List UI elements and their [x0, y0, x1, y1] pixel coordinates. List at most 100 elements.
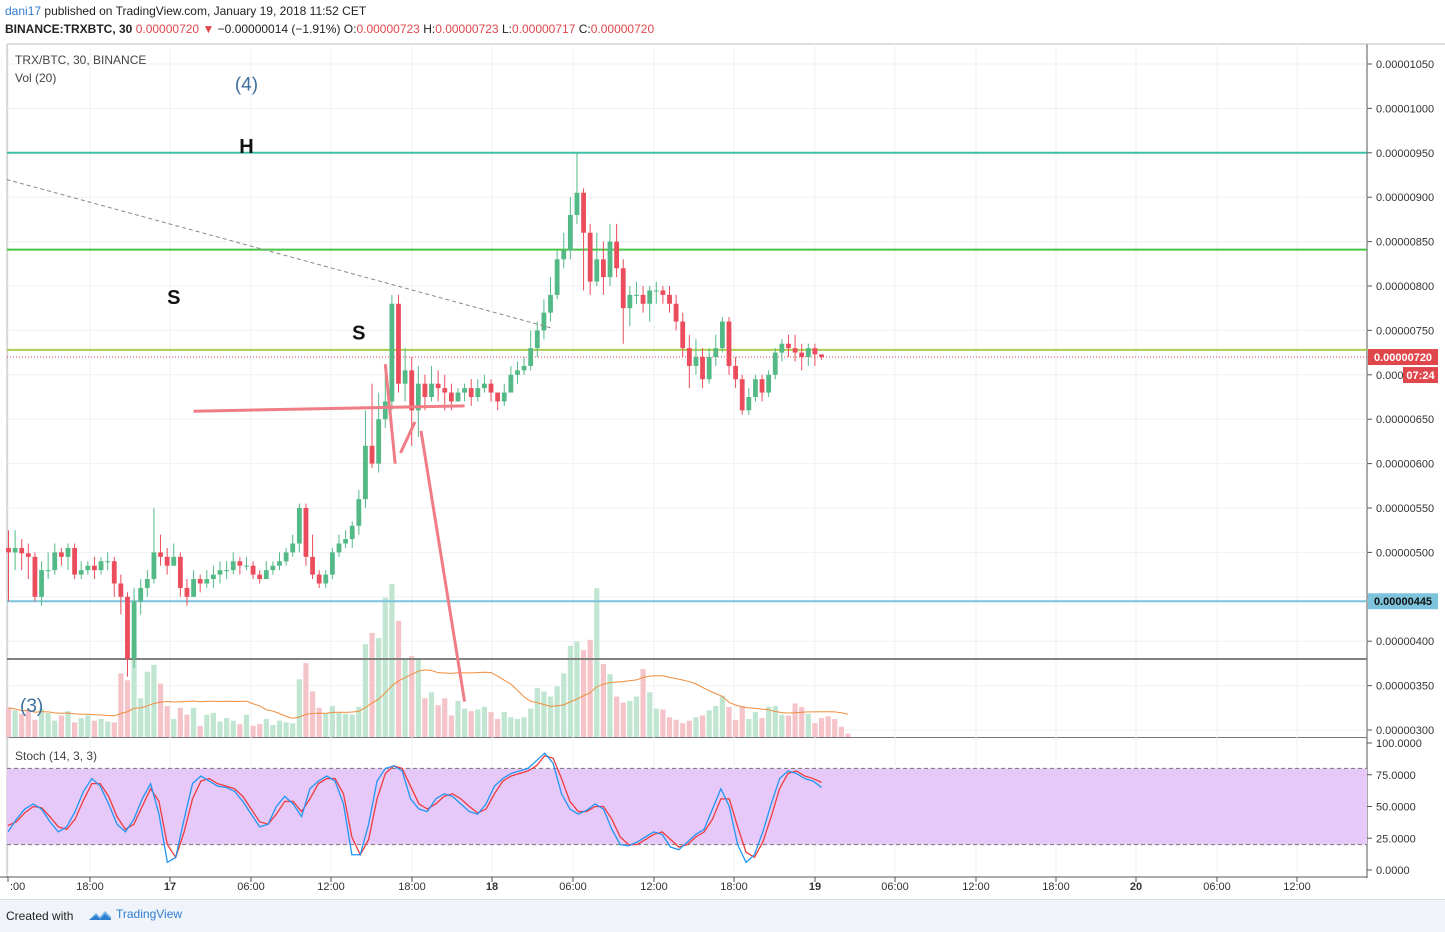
volume-bar	[415, 658, 421, 737]
stoch-tick-label: 100.0000	[1376, 738, 1422, 750]
candle-body	[184, 587, 190, 597]
volume-bar	[759, 718, 765, 737]
stoch-pane	[7, 752, 1367, 864]
candle-body	[131, 601, 137, 659]
candle-body	[667, 294, 672, 304]
volume-bar	[461, 708, 468, 737]
symbol-label: BINANCE:TRXBTC, 30	[5, 22, 133, 36]
time-axis[interactable]: :00 18:00 17 06:00 12:00 18:00 18 06:00 12:00 18:…	[7, 877, 1311, 893]
candle-body	[627, 294, 633, 309]
volume-bar	[475, 709, 481, 737]
volume-bar	[138, 698, 144, 737]
volume-bar	[184, 714, 190, 737]
candle-body	[402, 370, 408, 384]
volume-bar	[283, 722, 289, 737]
candle-body	[634, 294, 639, 296]
time-tick-label: 06:00	[559, 881, 587, 893]
price-tick-label: 0.00000800	[1376, 281, 1434, 293]
volume-bar	[739, 706, 745, 737]
price-tick-label: 0.00001000	[1376, 103, 1434, 115]
volume-bar	[243, 714, 250, 737]
candle-body	[581, 192, 586, 233]
volume-bar	[422, 698, 428, 737]
volume-bar	[832, 718, 838, 737]
candle-body	[759, 379, 765, 393]
volume-bar	[362, 644, 369, 737]
volume-bar	[257, 724, 263, 737]
candle-body	[92, 565, 97, 571]
trend-line-dashed	[6, 178, 551, 329]
volume-bar	[666, 717, 673, 737]
volume-bar	[118, 673, 124, 737]
author-link[interactable]: dani17	[5, 4, 42, 18]
volume-bar	[402, 658, 408, 737]
candle-body	[515, 370, 520, 375]
trading-chart[interactable]: (4) H S S (3) 0.00001050 0.00001000 0.00000950…	[0, 0, 1445, 899]
volume-bar	[746, 718, 752, 737]
candle-body	[105, 561, 111, 563]
candle-body	[686, 348, 692, 366]
volume-bar	[217, 721, 223, 737]
candle-body	[693, 357, 699, 366]
volume-bar	[660, 709, 666, 737]
candle-body	[554, 259, 560, 295]
candle-body	[197, 579, 203, 584]
candle-body	[98, 561, 104, 571]
chart-frame	[0, 43, 1445, 878]
volume-bar	[98, 718, 104, 737]
volume-bar	[290, 723, 296, 737]
tradingview-link[interactable]: TradingView	[88, 907, 182, 922]
price-tick-label: 0.00000400	[1376, 636, 1434, 648]
wave-label: (3)	[20, 696, 43, 717]
volume-bar	[151, 664, 157, 737]
candle-body	[329, 552, 335, 575]
time-tick-label: 19	[809, 881, 821, 893]
projection-line	[383, 363, 397, 464]
time-tick-label: 06:00	[881, 881, 909, 893]
candle-body	[19, 547, 25, 554]
volume-bar	[825, 716, 831, 737]
time-tick-label: 18:00	[1042, 881, 1070, 893]
candle-body	[237, 561, 243, 566]
time-tick-label: 06:00	[237, 881, 265, 893]
candle-body	[303, 508, 309, 557]
price-tick-label: 0.00001050	[1376, 59, 1434, 71]
annotations: (4) H S S (3)	[20, 75, 365, 718]
price-axis[interactable]: 0.00001050 0.00001000 0.00000950 0.00000900…	[1367, 59, 1438, 877]
candle-body	[323, 574, 329, 584]
volume-bar	[686, 720, 692, 737]
time-tick-label: 12:00	[640, 881, 668, 893]
volume-bar	[567, 645, 573, 737]
publish-info: dani17 published on TradingView.com, Jan…	[5, 4, 366, 18]
volume-bar	[190, 707, 197, 737]
ohlc-header: BINANCE:TRXBTC, 30 0.00000720 ▼ −0.00000…	[5, 22, 654, 36]
stoch-legend: Stoch (14, 3, 3)	[15, 749, 97, 763]
volume-bar	[343, 713, 349, 737]
candle-body	[39, 570, 44, 597]
price-tick-label: 0.00000300	[1376, 725, 1434, 737]
candle-body	[158, 552, 163, 557]
volume-bar	[653, 708, 659, 737]
volume-bar	[329, 706, 335, 737]
candle-body	[805, 348, 811, 358]
low-value: 0.00000717	[511, 22, 576, 36]
horizontal-levels	[7, 151, 1367, 660]
candle-body	[171, 556, 177, 566]
volume-bar	[78, 718, 84, 737]
stoch-k-line	[7, 752, 822, 864]
candle-body	[257, 574, 263, 580]
volume-bar	[838, 726, 844, 737]
volume-bar	[276, 720, 283, 737]
time-tick-label: 12:00	[962, 881, 990, 893]
wave-label: (4)	[235, 75, 258, 96]
stoch-tick-label: 0.0000	[1376, 865, 1410, 877]
volume-bar	[72, 722, 78, 737]
stoch-d-line	[7, 754, 822, 859]
time-tick-label: 12:00	[1283, 881, 1311, 893]
volume-legend: Vol (20)	[15, 71, 56, 85]
stoch-tick-label: 75.0000	[1376, 770, 1416, 782]
candle-body	[534, 330, 540, 349]
volume-bar	[296, 679, 302, 737]
candle-body	[72, 547, 77, 575]
volume-bar	[230, 720, 236, 737]
